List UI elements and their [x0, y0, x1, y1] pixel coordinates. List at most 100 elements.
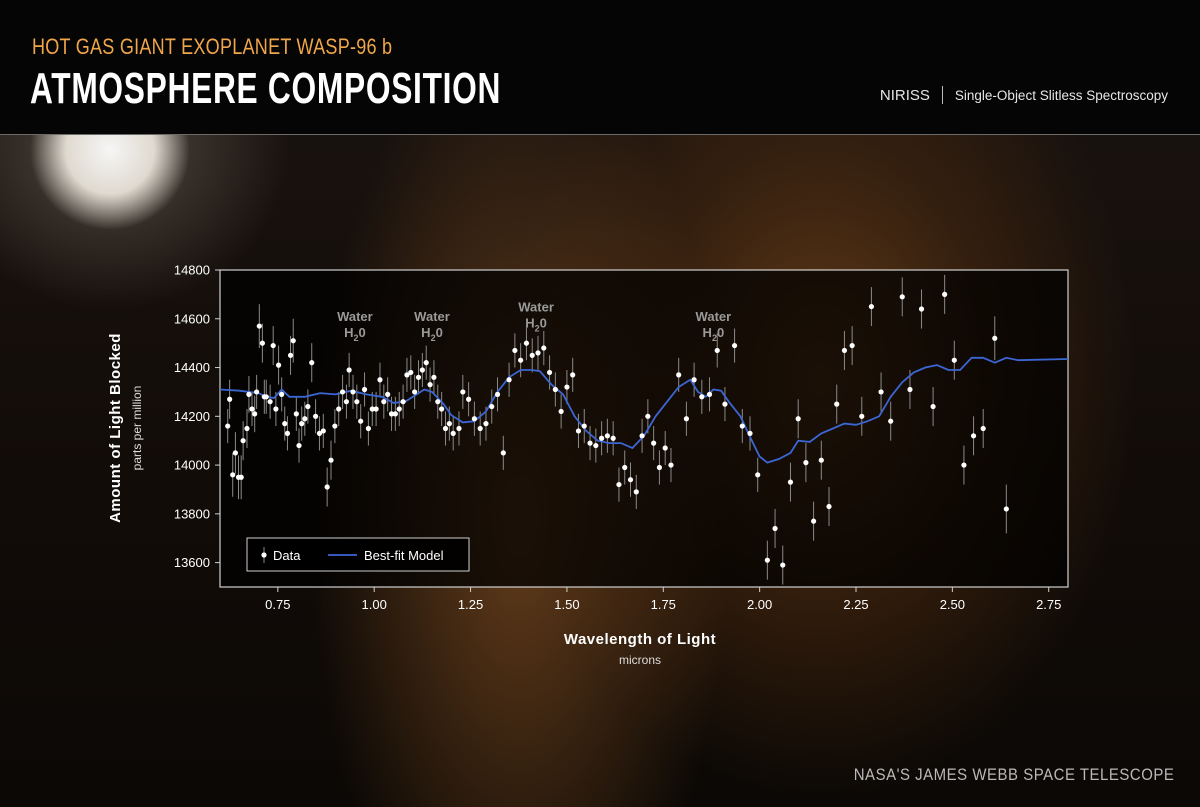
- data-point: [616, 481, 622, 488]
- data-point: [279, 391, 285, 397]
- data-point: [252, 411, 258, 417]
- data-point: [795, 416, 801, 422]
- data-point: [256, 323, 262, 329]
- data-point: [622, 464, 628, 471]
- data-point: [442, 425, 449, 432]
- data-point: [787, 479, 794, 485]
- data-point: [992, 335, 998, 341]
- header-bar: HOT GAS GIANT EXOPLANET WASP-96 b ATMOSP…: [0, 0, 1200, 135]
- data-point: [564, 384, 570, 390]
- legend-box: [246, 537, 470, 572]
- data-point: [431, 374, 437, 380]
- data-point: [312, 413, 319, 419]
- data-point: [683, 416, 690, 422]
- data-point: [385, 391, 391, 397]
- x-tick-label: 2.75: [1036, 597, 1061, 612]
- data-point: [305, 403, 311, 410]
- legend-data-marker: [261, 552, 267, 558]
- data-point: [529, 352, 535, 358]
- data-point: [369, 406, 375, 412]
- data-point: [570, 372, 576, 378]
- data-point: [581, 423, 587, 429]
- data-point: [841, 347, 848, 354]
- data-point: [254, 389, 260, 395]
- data-point: [246, 391, 252, 397]
- y-tick-label: 14800: [174, 263, 210, 278]
- data-point: [662, 445, 668, 451]
- data-point: [731, 342, 738, 349]
- data-point: [332, 423, 338, 429]
- data-point: [826, 503, 832, 510]
- data-point: [668, 462, 674, 468]
- legend-data-label: Data: [273, 548, 301, 563]
- data-point: [483, 421, 489, 427]
- page-title: ATMOSPHERE COMPOSITION: [30, 64, 502, 113]
- data-point: [552, 386, 558, 393]
- data-point: [518, 357, 524, 363]
- y-tick-label: 13800: [174, 506, 210, 521]
- data-point: [587, 440, 593, 446]
- data-point: [388, 411, 395, 417]
- data-point: [918, 306, 925, 312]
- data-point: [1003, 506, 1009, 512]
- data-point: [240, 438, 246, 444]
- data-point: [392, 411, 398, 417]
- data-point: [284, 430, 291, 436]
- data-point: [302, 416, 308, 422]
- data-point: [610, 435, 616, 441]
- data-point: [350, 389, 356, 395]
- data-point: [834, 401, 840, 407]
- y-axis-unit: parts per million: [130, 386, 144, 471]
- data-point: [961, 462, 967, 468]
- data-point: [377, 377, 383, 383]
- instrument-name: NIRISS: [879, 86, 930, 104]
- data-point: [450, 430, 456, 436]
- data-point: [400, 399, 406, 405]
- data-point: [868, 303, 875, 310]
- x-tick-label: 1.25: [458, 597, 483, 612]
- data-point: [899, 294, 905, 300]
- data-point: [227, 396, 233, 402]
- data-point: [263, 394, 269, 400]
- data-point: [232, 450, 239, 456]
- data-point: [423, 360, 429, 366]
- data-point: [633, 489, 639, 495]
- data-point: [275, 362, 282, 368]
- water-annotation-formula: H20: [703, 325, 725, 343]
- data-point: [747, 430, 753, 436]
- water-annotation-label: Water: [337, 309, 373, 324]
- data-point: [328, 457, 334, 463]
- data-point: [699, 394, 705, 400]
- data-point: [541, 345, 547, 351]
- data-point: [803, 460, 809, 466]
- data-point: [639, 433, 645, 439]
- data-point: [506, 377, 512, 383]
- data-point: [706, 391, 713, 397]
- data-point: [439, 406, 445, 412]
- data-point: [365, 425, 371, 432]
- y-tick-label: 13600: [174, 555, 210, 570]
- data-point: [361, 386, 368, 393]
- data-point: [343, 399, 350, 405]
- data-point: [460, 389, 466, 395]
- data-point: [404, 372, 410, 378]
- instrument-label: NIRISS Single-Object Slitless Spectrosco…: [880, 86, 1168, 104]
- water-annotation-formula: H20: [525, 315, 547, 333]
- water-annotation-formula: H20: [344, 325, 366, 343]
- x-tick-label: 1.00: [362, 597, 387, 612]
- data-point: [772, 525, 778, 532]
- data-point: [270, 342, 276, 349]
- data-point: [381, 399, 387, 405]
- x-axis-unit: microns: [619, 653, 661, 667]
- data-point: [225, 423, 231, 429]
- data-point: [267, 399, 273, 405]
- instrument-divider: [941, 86, 943, 104]
- data-point: [466, 396, 472, 402]
- data-point: [238, 474, 244, 480]
- data-point: [849, 342, 855, 349]
- instrument-mode: Single-Object Slitless Spectroscopy: [954, 87, 1168, 103]
- data-point: [415, 374, 422, 380]
- data-point: [456, 425, 462, 432]
- data-point: [512, 347, 518, 354]
